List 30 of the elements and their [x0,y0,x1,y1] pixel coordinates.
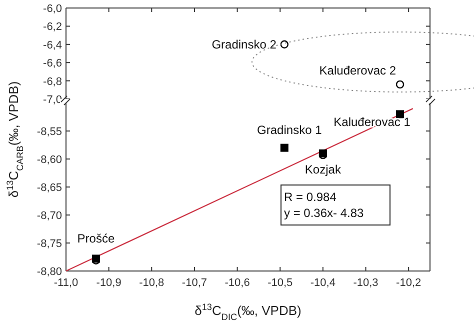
x-axis-title: δ$^{13}$C$_{DIC}$(‰, VPDB) [194,302,302,322]
x-tick-label: -10,6 [224,277,250,289]
x-tick-label: -10,5 [268,277,293,289]
y-tick-label: -8,70 [36,210,62,222]
annotation: Gradinsko 1 [257,122,322,137]
annotation: Gradinsko 2 [212,37,277,52]
annotation: Kaluđerovac 2 [319,63,396,78]
x-tick-label: -10,4 [310,277,336,289]
y-tick-label: -6,2 [43,21,62,34]
y-tick-label: -8,65 [36,182,62,194]
x-tick-label: -10,9 [96,277,122,289]
x-tick-label: -10,3 [353,277,378,289]
annotation: Kozjak [304,162,342,176]
x-tick-label: -11,0 [54,277,78,289]
annotation: R = 0.984 [284,190,337,204]
point [280,144,288,152]
x-tick-label: -10,8 [139,277,164,289]
x-tick-label: -10,7 [182,277,208,289]
y-tick-label: -6,8 [43,76,62,88]
y-tick-label: -6,6 [43,58,62,70]
point [396,110,404,118]
annotation: y = 0.36x- 4.83 [284,206,364,220]
y-tick-label: -8,60 [36,154,62,166]
y-tick-label: -6,4 [43,39,62,52]
annotation: Prošće [77,232,115,246]
y-tick-label: -8,75 [36,238,62,250]
y-tick-label: -8,55 [36,126,62,138]
y-tick-label: -6,0 [43,3,62,15]
y-tick-label: -8,80 [36,266,62,278]
x-tick-label: -10,2 [396,277,422,289]
